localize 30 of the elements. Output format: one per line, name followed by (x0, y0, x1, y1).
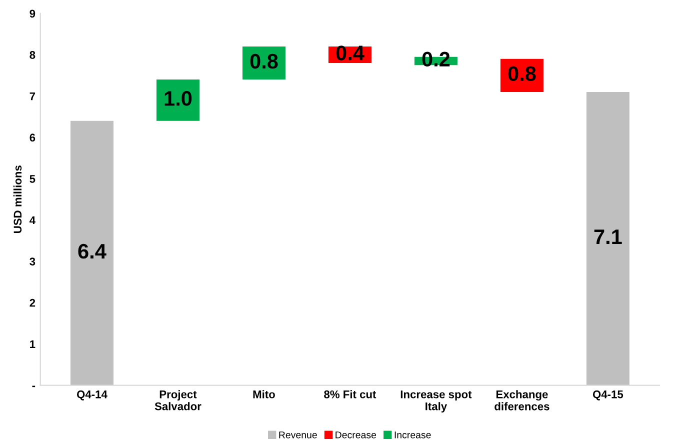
data-label: 7.1 (594, 230, 622, 244)
y-tick-label: 4 (30, 216, 36, 224)
y-tick-label: 3 (30, 258, 36, 266)
y-tick-label: 7 (30, 92, 36, 100)
y-axis-title: USD millions (13, 166, 22, 233)
data-label: 0.8 (250, 54, 278, 69)
y-tick-label: 8 (30, 51, 36, 59)
bar (70, 120, 114, 386)
x-tick-label: Project Salvador (154, 390, 202, 410)
y-tick-label: 6 (30, 134, 36, 142)
x-tick-label: Exchange diferences (494, 390, 550, 410)
y-tick-label: 9 (30, 10, 36, 18)
y-tick-label: - (32, 386, 36, 388)
bar (586, 92, 630, 386)
x-tick-label: 8% Fit cut (324, 390, 376, 398)
legend-label: Decrease (336, 432, 376, 438)
data-label: 0.4 (336, 46, 364, 60)
x-tick-label: Mito (253, 390, 275, 398)
x-tick-label: Increase spot Italy (400, 390, 472, 412)
x-tick-label: Q4-14 (76, 390, 108, 400)
data-label: 0.8 (508, 66, 536, 82)
y-tick-label: 2 (30, 298, 36, 307)
legend-label: Revenue (279, 432, 317, 438)
bar (156, 80, 200, 121)
legend-label: Increase (394, 432, 431, 438)
data-label: 6.4 (78, 244, 106, 259)
data-label: 1.0 (164, 91, 192, 106)
y-tick-label: 1 (30, 340, 36, 348)
x-tick-label: Q4-15 (592, 390, 624, 400)
y-tick-label: 5 (30, 175, 36, 183)
